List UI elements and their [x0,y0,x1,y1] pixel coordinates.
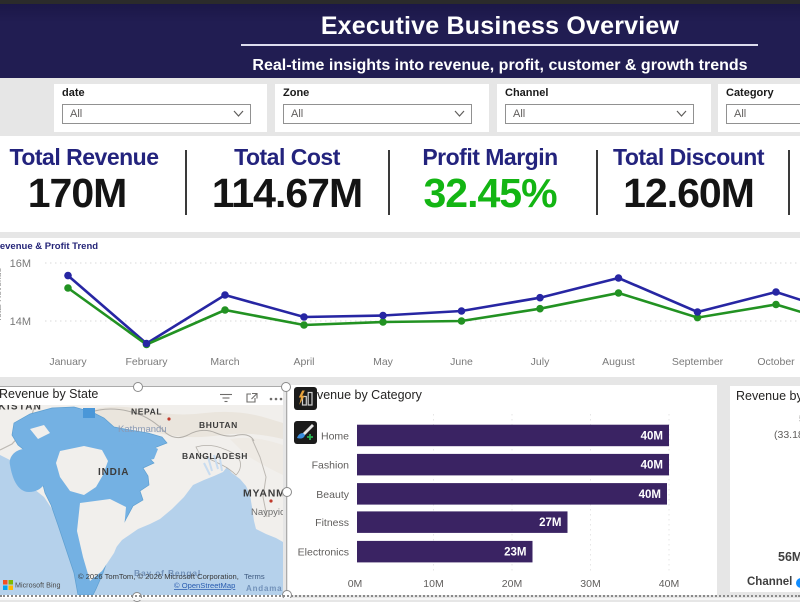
svg-text:March: March [210,356,239,368]
svg-text:40M: 40M [639,489,661,501]
svg-text:40M: 40M [659,578,679,590]
svg-text:0M: 0M [348,578,363,590]
svg-text:© 2026 TomTom, © 2026 Microsof: © 2026 TomTom, © 2026 Microsoft Corporat… [78,572,239,581]
svg-text:September: September [672,356,724,368]
svg-text:Andama: Andama [246,584,282,593]
svg-text:40M: 40M [641,430,663,442]
svg-text:Beauty: Beauty [316,489,349,501]
svg-text:Bay of Bengal: Bay of Bengal [134,568,201,578]
svg-text:July: July [531,356,550,368]
svg-text:AKISTAN: AKISTAN [0,405,42,413]
svg-text:16M: 16M [10,258,31,270]
svg-text:Home: Home [321,430,349,442]
svg-text:MYANMA: MYANMA [243,488,283,500]
svg-text:© OpenStreetMap: © OpenStreetMap [174,581,235,590]
svg-text:NEPAL: NEPAL [131,407,162,417]
svg-text:BANGLADESH: BANGLADESH [182,451,248,461]
svg-text:30M: 30M [580,578,600,590]
svg-text:40M: 40M [641,460,663,472]
svg-text:April: April [293,356,314,368]
svg-text:February: February [125,356,168,368]
svg-text:14M: 14M [10,316,31,328]
svg-text:Microsoft Bing: Microsoft Bing [15,581,61,590]
svg-text:27M: 27M [539,517,561,529]
svg-text:Electronics: Electronics [298,546,349,558]
svg-text:June: June [450,356,473,368]
svg-text:23M: 23M [504,546,526,558]
svg-text:10M: 10M [423,578,443,590]
svg-text:INDIA: INDIA [98,467,129,478]
svg-text:20M: 20M [502,578,522,590]
svg-text:Naypyic: Naypyic [251,507,283,518]
svg-text:May: May [373,356,394,368]
svg-text:BHUTAN: BHUTAN [199,420,238,430]
svg-text:Kathmandu: Kathmandu [118,424,167,435]
svg-text:January: January [49,356,87,368]
svg-text:Fashion: Fashion [312,460,350,472]
svg-text:Terms: Terms [244,572,265,581]
svg-text:October: October [757,356,795,368]
svg-text:August: August [602,356,635,368]
svg-text:Fitness: Fitness [315,517,349,529]
